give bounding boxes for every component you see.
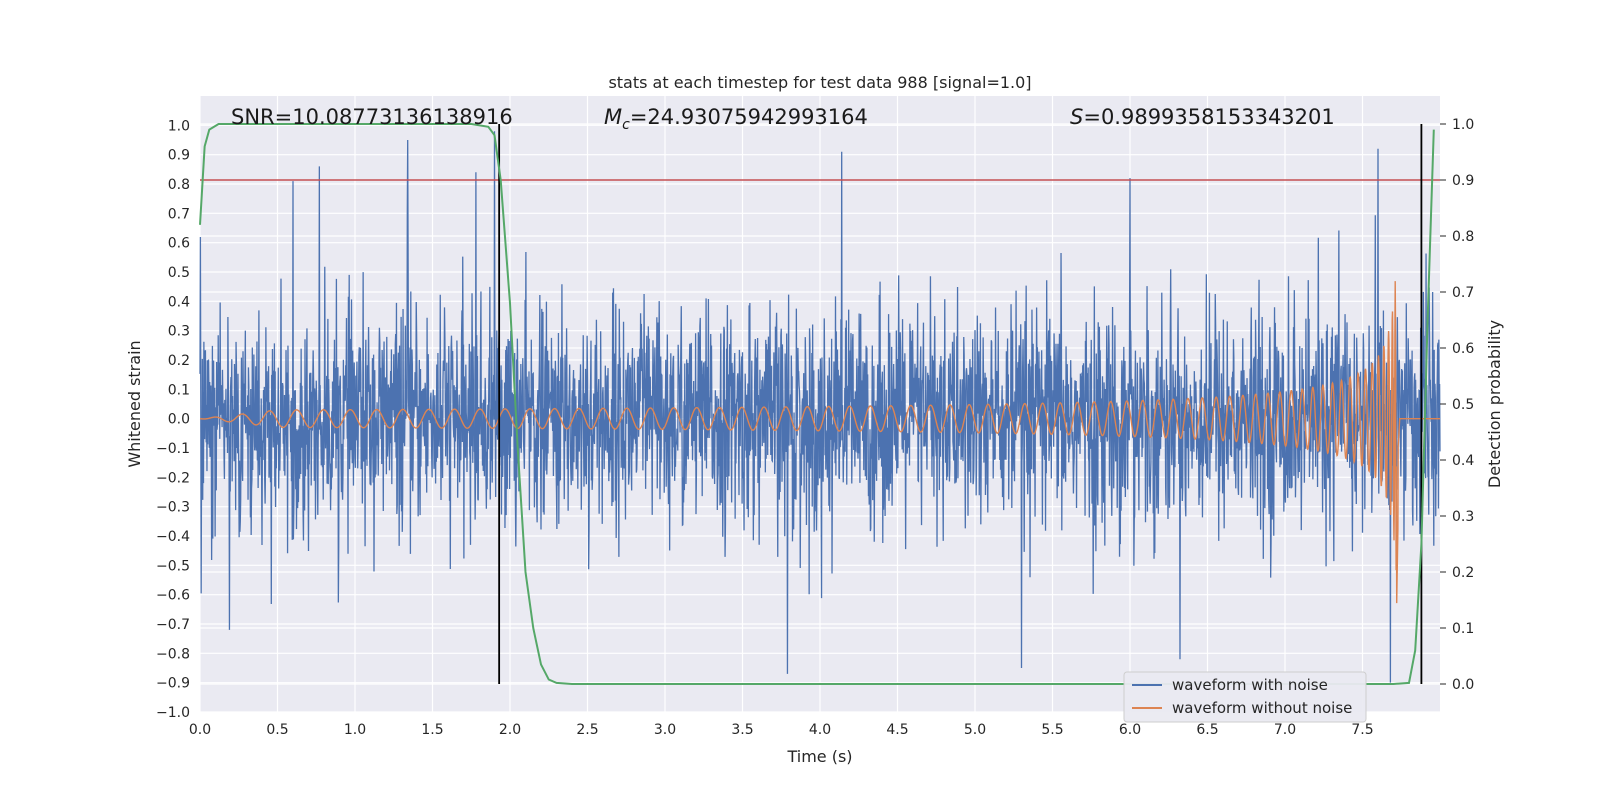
x-tick-label: 3.5 — [731, 722, 753, 738]
chart-title: stats at each timestep for test data 988… — [608, 73, 1031, 92]
y-tick-label: −0.3 — [156, 500, 190, 516]
x-tick-labels: 0.0 0.5 1.0 1.5 2.0 2.5 3.0 3.5 4.0 4.5 5.0 5.5 6.0 6… — [189, 722, 1374, 738]
y2-tick-label: 0.5 — [1452, 397, 1474, 413]
y-tick-label: 1.0 — [168, 118, 190, 134]
y-tick-label: 0.3 — [168, 324, 190, 340]
x-tick-label: 0.0 — [189, 722, 211, 738]
y2-tick-label: 0.9 — [1452, 173, 1474, 189]
y-tick-label: −0.4 — [156, 529, 190, 545]
chirp-mass-value: =24.93075942993164 — [630, 105, 868, 129]
chirp-mass-symbol: M — [604, 105, 622, 129]
detection-probability-line — [199, 123, 1435, 685]
legend-box — [1123, 671, 1367, 723]
x-tick-label: 2.5 — [576, 722, 598, 738]
x-tick-label: 5.0 — [964, 722, 986, 738]
y-tick-label: 0.8 — [168, 177, 190, 193]
y-tick-label: −0.9 — [156, 676, 190, 692]
y-tick-label: −1.0 — [156, 705, 190, 721]
y-tick-label: −0.2 — [156, 470, 190, 486]
series-waveform-without-noise — [199, 281, 1440, 604]
x-tick-label: 6.5 — [1196, 722, 1218, 738]
x-tick-label: 5.5 — [1041, 722, 1063, 738]
score-value: =0.9899358153343201 — [1083, 105, 1334, 129]
y-tick-label: −0.8 — [156, 646, 190, 662]
y-tick-label: 0.7 — [168, 206, 190, 222]
score-annotation: S=0.9899358153343201 — [1070, 105, 1335, 129]
x-tick-label: 4.5 — [886, 722, 908, 738]
x-tick-label: 7.5 — [1351, 722, 1373, 738]
x-tick-label: 1.5 — [421, 722, 443, 738]
y-tick-label: 0.0 — [168, 412, 190, 428]
y-tick-label: 0.4 — [168, 294, 190, 310]
y-tick-label: −0.6 — [156, 588, 190, 604]
y2-tick-label: 0.6 — [1452, 341, 1474, 357]
series-detection-probability — [199, 123, 1435, 685]
x-tick-label: 3.0 — [654, 722, 676, 738]
y2-tick-label: 0.7 — [1452, 285, 1474, 301]
x-tick-label: 2.0 — [499, 722, 521, 738]
y2-tick-label: 0.8 — [1452, 229, 1474, 245]
y-tick-label: 0.5 — [168, 265, 190, 281]
y-tick-labels: −1.0 −0.9 −0.8 −0.7 −0.6 −0.5 −0.4 −0.3 −0.2 −0.1… — [156, 118, 190, 721]
y-axis-label: Whitened strain — [125, 340, 144, 467]
legend-label-clean: waveform without noise — [1172, 699, 1352, 717]
y2-axis-label: Detection probability — [1485, 320, 1504, 488]
clean-waveform-line — [199, 281, 1440, 604]
y-tick-label: 0.1 — [168, 382, 190, 398]
y-tick-label: 0.6 — [168, 236, 190, 252]
chirp-mass-subscript: c — [622, 117, 630, 133]
y-tick-label: −0.5 — [156, 558, 190, 574]
x-tick-label: 4.0 — [809, 722, 831, 738]
y2-tick-label: 1.0 — [1452, 117, 1474, 133]
snr-annotation: SNR=10.08773136138916 — [231, 105, 513, 129]
y-tick-label: 0.2 — [168, 353, 190, 369]
x-tick-label: 1.0 — [344, 722, 366, 738]
y2-tick-label: 0.1 — [1452, 621, 1474, 637]
score-symbol: S — [1070, 105, 1083, 129]
y2-tick-label: 0.3 — [1452, 509, 1474, 525]
legend: waveform with noise waveform without noi… — [1123, 671, 1367, 723]
x-tick-label: 0.5 — [266, 722, 288, 738]
chirp-mass-annotation: Mc=24.93075942993164 — [604, 105, 868, 133]
y2-tick-label: 0.4 — [1452, 453, 1474, 469]
y-tick-label: −0.1 — [156, 441, 190, 457]
x-tick-label: 7.0 — [1274, 722, 1296, 738]
y2-tick-label: 0.0 — [1452, 677, 1474, 693]
y2-tick-label: 0.2 — [1452, 565, 1474, 581]
x-tick-label: 6.0 — [1119, 722, 1141, 738]
x-axis-label: Time (s) — [786, 747, 852, 766]
y2-tick-labels: 0.0 0.1 0.2 0.3 0.4 0.5 0.6 0.7 0.8 0.9 1.0 — [1440, 117, 1474, 693]
vertical-markers — [498, 124, 1423, 684]
y-tick-label: 0.9 — [168, 148, 190, 164]
y-tick-label: −0.7 — [156, 617, 190, 633]
legend-label-noise: waveform with noise — [1172, 676, 1328, 694]
